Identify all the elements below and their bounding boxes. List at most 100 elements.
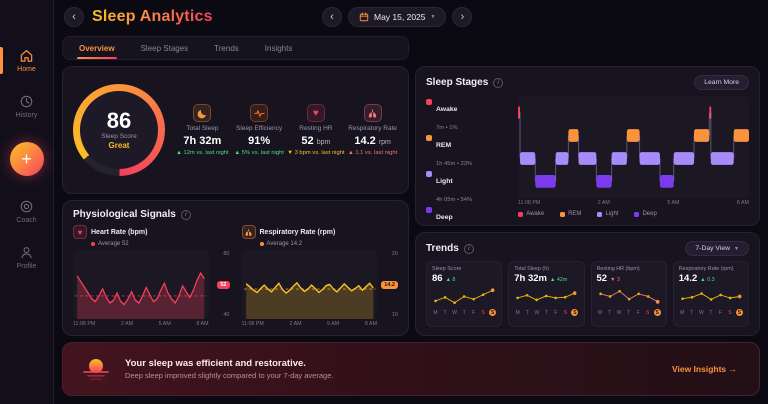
date-value: May 15, 2025 — [374, 12, 426, 22]
day-label: T — [544, 309, 548, 316]
day-label: S — [563, 309, 568, 316]
respiratory-rate-plot — [243, 281, 375, 319]
day-label: M — [597, 309, 603, 316]
sidebar-item-label: History — [15, 112, 38, 119]
day-label: S — [653, 309, 661, 316]
metric-delta: ▲ 5% vs. last night — [234, 150, 284, 156]
metric-sleep-efficiency: Sleep Efficiency 91% ▲ 5% vs. last night — [234, 104, 285, 156]
sidebar-item-profile[interactable]: Profile — [0, 243, 53, 272]
trend-plot — [598, 289, 659, 304]
day-label: T — [462, 309, 466, 316]
trend-plot — [516, 291, 577, 302]
day-label: T — [608, 309, 612, 316]
y-axis: 20 14.2 10 — [381, 250, 398, 319]
day-label: S — [481, 309, 485, 316]
rem-swatch — [560, 211, 566, 217]
insight-banner: Your sleep was efficient and restorative… — [62, 342, 760, 396]
sidebar: Home History + Coach Profile — [0, 0, 54, 404]
avg-badge: 14.2 — [381, 280, 398, 289]
chevron-down-icon: ▼ — [734, 245, 739, 252]
plus-icon: + — [21, 148, 32, 169]
back-button[interactable]: ‹ — [64, 7, 84, 27]
day-label: W — [452, 309, 457, 316]
rem-swatch — [426, 135, 432, 141]
info-icon[interactable]: i — [493, 77, 504, 88]
lungs-icon — [241, 225, 256, 239]
day-label: M — [433, 309, 438, 316]
history-icon — [20, 95, 33, 108]
calendar-icon — [359, 12, 369, 22]
day-label: T — [709, 309, 713, 316]
active-indicator — [0, 47, 3, 74]
date-controls: ‹ May 15, 2025 ▼ › — [322, 7, 473, 27]
main-area: ‹ Sleep Analytics ‹ May 15, 2025 ▼ › Ove… — [54, 0, 768, 404]
day-label: S — [735, 309, 743, 316]
metric-delta: ▲ 12m vs. last night — [176, 150, 229, 156]
moon-icon — [193, 104, 212, 122]
person-icon — [21, 247, 32, 259]
awake-swatch — [518, 211, 524, 217]
sunset-icon — [83, 359, 109, 380]
chevron-down-icon: ▼ — [430, 14, 436, 20]
x-axis: 11:08 PM 2 AM 5 AM 8 AM — [73, 321, 209, 327]
date-picker[interactable]: May 15, 2025 ▼ — [348, 7, 447, 27]
home-icon — [20, 50, 33, 62]
sleep-score-gauge: 86 Sleep Score Great — [73, 84, 165, 176]
metric-delta: ▼ 3 bpm vs. last night — [287, 150, 345, 156]
physio-title: Physiological Signals — [73, 209, 176, 220]
stages-title: Sleep Stages — [426, 77, 489, 88]
legend-item-light: Light 4h 05m • 54% — [426, 170, 510, 206]
day-label: T — [443, 309, 447, 316]
learn-more-button[interactable]: Learn More — [694, 75, 749, 90]
average-label: Average 52 — [98, 241, 129, 247]
info-icon[interactable]: i — [463, 243, 474, 254]
metric-resting-hr: ♥ Resting HR 52 bpm ▼ 3 bpm vs. last nig… — [287, 104, 345, 156]
metric-delta: ▲ 1.1 vs. last night — [348, 150, 398, 156]
tab-overview[interactable]: Overview — [67, 40, 127, 59]
pulse-icon — [250, 104, 269, 122]
physiological-signals-card: Physiological Signals i ♥ Heart Rate (bp… — [62, 200, 409, 336]
sleep-score-label: Sleep Score — [101, 133, 137, 140]
day-label: T — [690, 309, 694, 316]
deep-swatch — [634, 211, 640, 217]
trends-title: Trends — [426, 243, 459, 254]
tab-insights[interactable]: Insights — [253, 40, 305, 57]
range-dropdown[interactable]: 7-Day View ▼ — [685, 241, 749, 256]
sidebar-item-history[interactable]: History — [0, 92, 53, 121]
tab-sleep-stages[interactable]: Sleep Stages — [129, 40, 201, 57]
trend-plot — [681, 292, 742, 301]
light-swatch — [597, 211, 603, 217]
sleep-score-value: 86 — [106, 108, 132, 133]
awake-swatch — [426, 99, 432, 105]
day-label: T — [627, 309, 631, 316]
sleep-stages-card: Sleep Stages i Learn More Awake 7m • 1% R… — [415, 66, 760, 239]
day-label: F — [472, 309, 476, 316]
legend-dot — [91, 242, 95, 246]
sidebar-item-label: Coach — [16, 217, 37, 224]
x-axis: 11:08 PM 2 AM 5 AM 8 AM — [241, 321, 377, 327]
metric-tiles: Total Sleep 7h 32m ▲ 12m vs. last night … — [176, 104, 398, 156]
sidebar-item-coach[interactable]: Coach — [0, 197, 53, 226]
header: ‹ Sleep Analytics ‹ May 15, 2025 ▼ › — [62, 0, 760, 34]
view-insights-button[interactable]: View Insights → — [666, 363, 743, 375]
banner-subtitle: Deep sleep improved slightly compared to… — [125, 371, 334, 380]
sidebar-item-label: Home — [17, 66, 36, 73]
respiratory-rate-chart: Respiratory Rate (rpm) Average 14.2 20 1… — [241, 225, 398, 327]
info-icon[interactable]: i — [180, 209, 191, 220]
next-date-button[interactable]: › — [452, 7, 473, 27]
average-label: Average 14.2 — [266, 241, 303, 247]
add-button[interactable]: + — [9, 142, 44, 176]
content: 86 Sleep Score Great Total Sleep 7h 32m … — [62, 66, 760, 336]
tab-bar: Overview Sleep Stages Trends Insights — [62, 36, 409, 60]
day-label: S — [571, 309, 579, 316]
deep-swatch — [426, 207, 432, 213]
sidebar-item-home[interactable]: Home — [0, 46, 53, 75]
sidebar-item-label: Profile — [16, 263, 37, 270]
page-title: Sleep Analytics — [92, 8, 213, 25]
day-label: S — [728, 309, 732, 316]
tab-trends[interactable]: Trends — [202, 40, 251, 57]
day-label: W — [616, 309, 622, 316]
prev-date-button[interactable]: ‹ — [322, 7, 342, 27]
